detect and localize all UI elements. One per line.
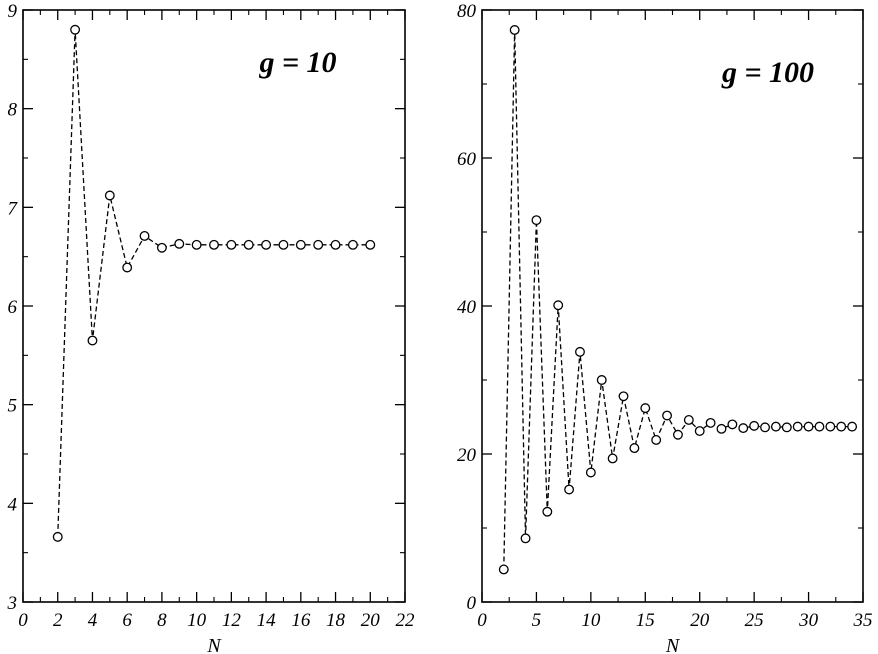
x-tick-label: 35 <box>853 610 873 631</box>
x-tick-label: 10 <box>581 610 601 631</box>
data-point <box>618 391 629 402</box>
data-point <box>498 564 509 575</box>
x-tick-label: 14 <box>257 610 277 631</box>
y-tick-label: 9 <box>8 1 18 22</box>
y-tick-label: 8 <box>8 100 18 121</box>
data-point <box>156 242 167 253</box>
data-point <box>629 443 640 454</box>
data-point <box>683 415 694 425</box>
series-line <box>57 29 371 537</box>
data-point <box>792 421 803 432</box>
panel-g100: 0 5 10 15 20 25 30 35 0 20 40 60 80 Ng = 100 <box>457 1 873 654</box>
x-tick-label: 2 <box>53 610 63 631</box>
data-point <box>509 25 520 35</box>
data-point <box>640 403 651 414</box>
data-point <box>749 420 760 431</box>
y-tick-label: 5 <box>8 396 18 417</box>
x-tick-label: 6 <box>122 610 132 631</box>
panel-annotation: g = 10 <box>258 46 336 79</box>
data-point <box>330 239 341 250</box>
data-point <box>760 422 770 433</box>
data-point <box>596 375 607 385</box>
x-tick-label: 18 <box>326 610 346 631</box>
data-point <box>365 239 376 250</box>
data-point <box>520 533 531 544</box>
data-point <box>651 434 662 445</box>
x-tick-label: 0 <box>477 610 487 631</box>
data-point <box>662 410 673 421</box>
data-point <box>87 335 98 346</box>
y-tick-label: 7 <box>8 198 19 219</box>
x-tick-label: 8 <box>157 610 167 631</box>
data-point <box>122 262 133 273</box>
x-tick-label: 15 <box>636 610 655 631</box>
data-point <box>261 239 272 250</box>
data-point <box>803 421 814 432</box>
data-point <box>209 239 219 250</box>
data-point <box>825 421 836 432</box>
data-point <box>531 215 542 226</box>
x-axis-label: N <box>206 635 222 654</box>
y-tick-label: 40 <box>457 297 477 318</box>
data-point <box>727 419 738 430</box>
data-point <box>104 190 115 201</box>
data-point <box>564 484 575 495</box>
data-point <box>770 421 781 432</box>
x-tick-label: 20 <box>361 610 381 631</box>
data-point <box>278 239 289 250</box>
y-tick-label: 20 <box>457 445 477 466</box>
data-point <box>694 426 705 437</box>
series-line <box>503 29 853 570</box>
x-tick-label: 20 <box>690 610 710 631</box>
x-tick-label: 4 <box>88 610 98 631</box>
data-point <box>836 421 847 432</box>
data-point <box>781 422 792 433</box>
data-point <box>716 423 727 434</box>
data-point <box>243 239 254 250</box>
data-point <box>295 239 306 250</box>
data-point <box>347 239 358 250</box>
x-tick-label: 12 <box>222 610 242 631</box>
x-tick-label: 25 <box>745 610 764 631</box>
data-point <box>313 239 324 250</box>
data-point <box>738 423 749 434</box>
x-tick-label: 5 <box>532 610 542 631</box>
y-tick-label: 6 <box>8 297 18 318</box>
data-point <box>542 506 553 517</box>
data-point <box>847 421 858 432</box>
x-tick-label: 10 <box>187 610 207 631</box>
data-point <box>553 300 564 311</box>
data-point <box>814 421 825 432</box>
panel-g10: 0 2 4 6 8 10 12 14 16 18 20 22 3 4 5 6 7 8 9 Ng = 10 <box>7 1 416 654</box>
data-point <box>575 346 585 357</box>
data-point <box>70 24 81 35</box>
x-tick-label: 0 <box>18 610 28 631</box>
data-point <box>139 230 150 241</box>
data-point <box>607 453 618 464</box>
data-point <box>672 429 683 440</box>
data-point <box>174 238 185 249</box>
y-tick-label: 80 <box>457 1 477 22</box>
x-tick-label: 16 <box>291 610 311 631</box>
y-tick-label: 60 <box>457 149 477 170</box>
y-tick-label: 0 <box>467 593 477 614</box>
x-axis-label: N <box>665 635 681 654</box>
data-point <box>52 531 63 542</box>
y-tick-label: 4 <box>8 494 18 515</box>
panel-annotation: g = 100 <box>721 56 814 89</box>
data-point <box>191 239 202 250</box>
y-tick-label: 3 <box>7 593 18 614</box>
x-tick-label: 30 <box>798 610 819 631</box>
data-point <box>226 239 237 250</box>
data-point <box>585 467 596 478</box>
x-tick-label: 22 <box>396 610 416 631</box>
plot-frame <box>22 9 406 603</box>
data-point <box>705 417 716 428</box>
